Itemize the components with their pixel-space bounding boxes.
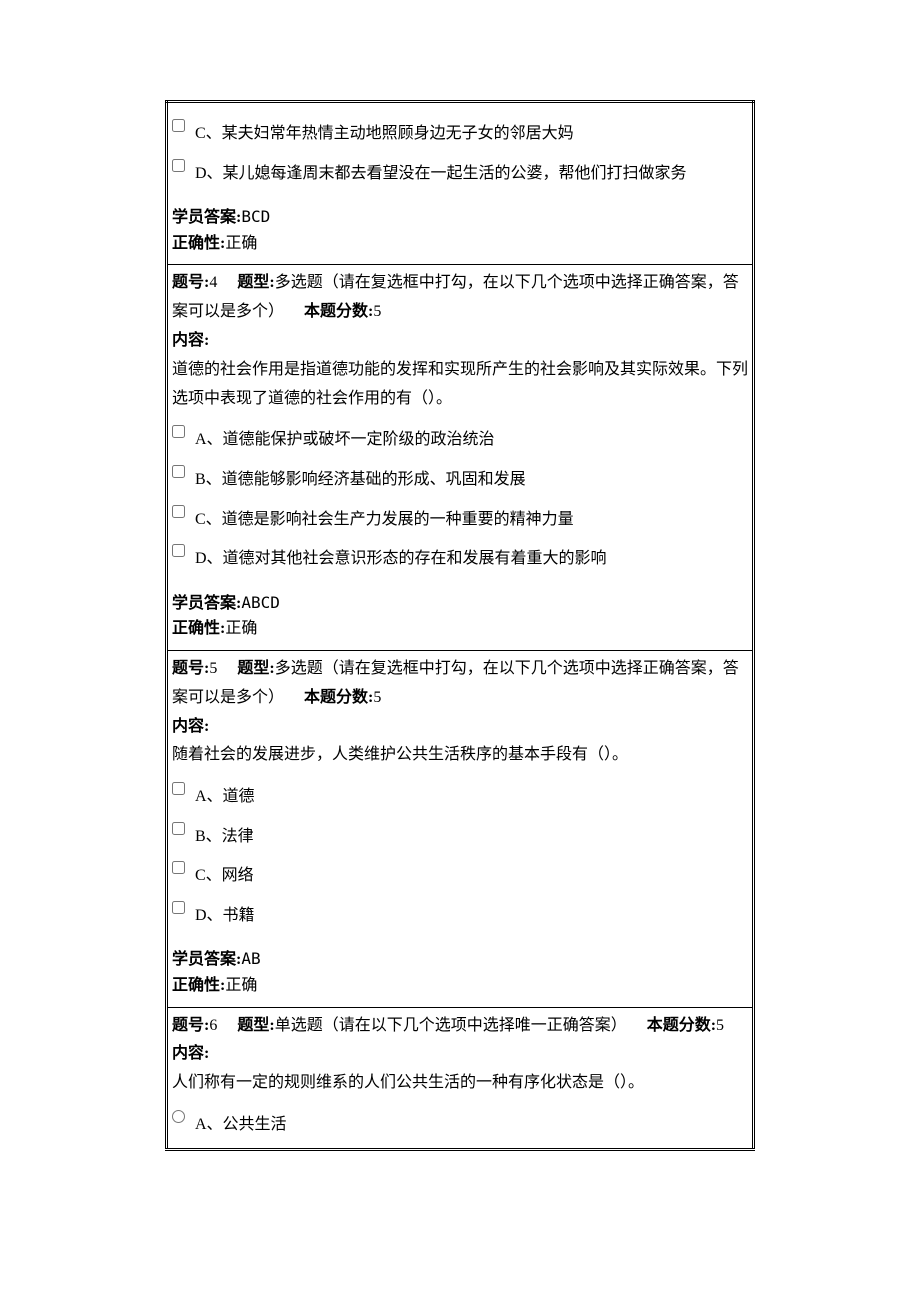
option-row: D、书籍 [172, 903, 748, 929]
question-body: 随着社会的发展进步，人类维护公共生活秩序的基本手段有（）。 [172, 741, 748, 770]
option-row: C、网络 [172, 863, 748, 889]
fenshu-label: 本题分数: [304, 689, 373, 706]
question-header: 题号:5 题型:多选题（请在复选框中打勾，在以下几个选项中选择正确答案，答案可以… [172, 655, 748, 713]
student-answer-label: 学员答案: [172, 951, 241, 968]
option-checkbox-c[interactable] [172, 505, 185, 518]
option-label: C、某夫妇常年热情主动地照顾身边无子女的邻居大妈 [195, 125, 574, 142]
tihao-label: 题号: [172, 1017, 209, 1034]
question-score: 5 [373, 689, 381, 706]
correctness-value: 正确 [225, 235, 257, 252]
option-label: C、道德是影响社会生产力发展的一种重要的精神力量 [195, 511, 574, 528]
question-body: 道德的社会作用是指道德功能的发挥和实现所产生的社会影响及其实际效果。下列选项中表… [172, 356, 748, 414]
neirong-label: 内容: [172, 718, 209, 735]
correctness-line: 正确性:正确 [172, 616, 748, 642]
option-checkbox-b[interactable] [172, 465, 185, 478]
question-number: 6 [209, 1017, 217, 1034]
option-checkbox-c[interactable] [172, 119, 185, 132]
student-answer-value: BCD [241, 207, 270, 226]
option-label: C、网络 [195, 867, 254, 884]
correctness-label: 正确性: [172, 977, 225, 994]
tixing-label: 题型: [237, 274, 274, 291]
option-checkbox-d[interactable] [172, 159, 185, 172]
question-4: 题号:4 题型:多选题（请在复选框中打勾，在以下几个选项中选择正确答案，答案可以… [167, 265, 754, 651]
option-label: B、道德能够影响经济基础的形成、巩固和发展 [195, 471, 526, 488]
fenshu-label: 本题分数: [304, 303, 373, 320]
tihao-label: 题号: [172, 274, 209, 291]
correctness-value: 正确 [225, 977, 257, 994]
tihao-label: 题号: [172, 660, 209, 677]
option-checkbox-a[interactable] [172, 425, 185, 438]
option-row: D、某儿媳每逢周末都去看望没在一起生活的公婆，帮他们打扫做家务 [172, 161, 748, 187]
option-checkbox-d[interactable] [172, 544, 185, 557]
questions-table: C、某夫妇常年热情主动地照顾身边无子女的邻居大妈 D、某儿媳每逢周末都去看望没在… [165, 100, 755, 1151]
correctness-label: 正确性: [172, 235, 225, 252]
student-answer-value: AB [241, 949, 260, 968]
correctness-label: 正确性: [172, 620, 225, 637]
question-score: 5 [716, 1017, 724, 1034]
student-answer-line: 学员答案:BCD [172, 204, 748, 231]
option-row: A、公共生活 [172, 1112, 748, 1138]
question-type: 单选题（请在以下几个选项中选择唯一正确答案） [275, 1017, 627, 1034]
question-header: 题号:4 题型:多选题（请在复选框中打勾，在以下几个选项中选择正确答案，答案可以… [172, 269, 748, 327]
option-label: A、道德能保护或破坏一定阶级的政治统治 [195, 431, 495, 448]
question-number: 4 [209, 274, 217, 291]
correctness-value: 正确 [225, 620, 257, 637]
question-number: 5 [209, 660, 217, 677]
fenshu-label: 本题分数: [647, 1017, 716, 1034]
option-label: A、道德 [195, 788, 255, 805]
neirong-label: 内容: [172, 1045, 209, 1062]
student-answer-value: ABCD [241, 593, 280, 612]
option-label: D、书籍 [195, 907, 255, 924]
neirong-label: 内容: [172, 332, 209, 349]
option-row: D、道德对其他社会意识形态的存在和发展有着重大的影响 [172, 546, 748, 572]
student-answer-label: 学员答案: [172, 209, 241, 226]
question-6: 题号:6 题型:单选题（请在以下几个选项中选择唯一正确答案） 本题分数:5 内容… [167, 1007, 754, 1149]
option-radio-a[interactable] [172, 1110, 185, 1123]
student-answer-label: 学员答案: [172, 595, 241, 612]
option-label: D、道德对其他社会意识形态的存在和发展有着重大的影响 [195, 550, 607, 567]
option-row: C、某夫妇常年热情主动地照顾身边无子女的邻居大妈 [172, 121, 748, 147]
option-row: B、道德能够影响经济基础的形成、巩固和发展 [172, 467, 748, 493]
question-header: 题号:6 题型:单选题（请在以下几个选项中选择唯一正确答案） 本题分数:5 [172, 1012, 748, 1041]
correctness-line: 正确性:正确 [172, 231, 748, 257]
option-label: B、法律 [195, 828, 254, 845]
student-answer-line: 学员答案:AB [172, 946, 748, 973]
option-label: A、公共生活 [195, 1116, 287, 1133]
option-label: D、某儿媳每逢周末都去看望没在一起生活的公婆，帮他们打扫做家务 [195, 165, 687, 182]
question-5: 题号:5 题型:多选题（请在复选框中打勾，在以下几个选项中选择正确答案，答案可以… [167, 650, 754, 1007]
correctness-line: 正确性:正确 [172, 973, 748, 999]
option-row: B、法律 [172, 824, 748, 850]
option-row: A、道德能保护或破坏一定阶级的政治统治 [172, 427, 748, 453]
question-3-tail: C、某夫妇常年热情主动地照顾身边无子女的邻居大妈 D、某儿媳每逢周末都去看望没在… [167, 102, 754, 265]
tixing-label: 题型: [237, 660, 274, 677]
option-checkbox-c[interactable] [172, 861, 185, 874]
student-answer-line: 学员答案:ABCD [172, 590, 748, 617]
option-row: C、道德是影响社会生产力发展的一种重要的精神力量 [172, 507, 748, 533]
question-score: 5 [373, 303, 381, 320]
tixing-label: 题型: [237, 1017, 274, 1034]
option-checkbox-a[interactable] [172, 782, 185, 795]
option-row: A、道德 [172, 784, 748, 810]
question-body: 人们称有一定的规则维系的人们公共生活的一种有序化状态是（）。 [172, 1069, 748, 1098]
option-checkbox-d[interactable] [172, 901, 185, 914]
option-checkbox-b[interactable] [172, 822, 185, 835]
